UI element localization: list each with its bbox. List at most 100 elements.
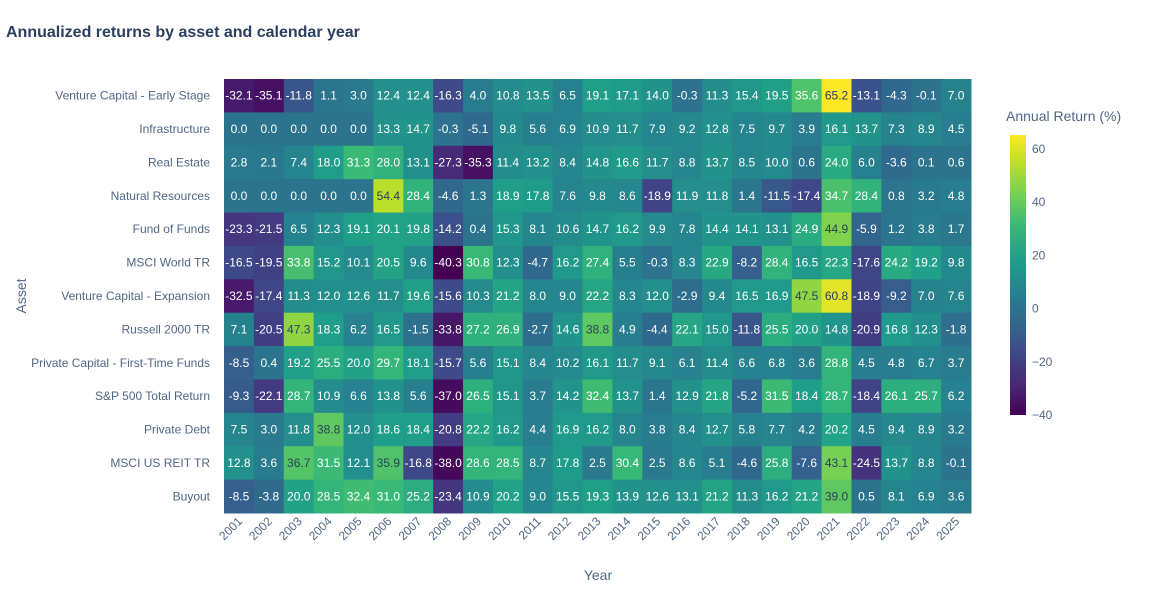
heatmap-cell xyxy=(642,379,673,414)
heatmap-cell xyxy=(731,479,763,514)
heatmap-cell xyxy=(881,245,912,280)
cell-value-label: 15.4 xyxy=(735,89,759,103)
cell-value-label: 8.4 xyxy=(559,155,576,169)
cell-value-label: 16.2 xyxy=(556,256,580,270)
heatmap-cell xyxy=(463,145,494,180)
heatmap-cell xyxy=(403,479,434,514)
heatmap-cell xyxy=(672,279,703,314)
heatmap-cell xyxy=(941,379,972,414)
cell-value-label: -20.9 xyxy=(853,322,881,336)
heatmap-cell xyxy=(492,346,524,380)
cell-value-label: 10.9 xyxy=(466,489,490,503)
cell-value-label: -2.9 xyxy=(677,289,698,303)
cell-value-label: 14.6 xyxy=(556,322,580,336)
heatmap-cell xyxy=(791,112,823,147)
cell-value-label: 15.3 xyxy=(496,222,520,236)
heatmap-cell xyxy=(642,446,673,481)
heatmap-cell xyxy=(224,179,255,214)
x-tick-label: 2014 xyxy=(605,514,634,543)
heatmap-cell xyxy=(253,179,285,214)
cell-value-label: 47.5 xyxy=(795,289,819,303)
heatmap-cell xyxy=(283,312,315,347)
cell-value-label: 0.0 xyxy=(320,189,337,203)
cell-value-label: 16.1 xyxy=(586,356,610,370)
heatmap-cell xyxy=(731,279,763,314)
heatmap-cell xyxy=(821,179,852,214)
heatmap-cell xyxy=(403,346,434,380)
heatmap-cell xyxy=(642,212,673,247)
cell-value-label: 27.4 xyxy=(586,256,610,270)
cell-value-label: 6.9 xyxy=(559,122,576,136)
x-tick-label: 2017 xyxy=(694,514,723,543)
cell-value-label: 14.2 xyxy=(556,389,580,403)
cell-value-label: 1.4 xyxy=(739,189,756,203)
cell-value-label: 13.1 xyxy=(765,222,789,236)
cell-value-label: 31.5 xyxy=(317,456,341,470)
colorbar-ticks: 60 40 20 0 −20 −40 xyxy=(1032,142,1053,422)
cell-value-label: 18.4 xyxy=(795,389,819,403)
heatmap-cell xyxy=(403,279,434,314)
heatmap-cell xyxy=(612,379,643,414)
heatmap-cell xyxy=(761,245,793,280)
heatmap-cell xyxy=(522,446,554,481)
colorbar-tick-label: −20 xyxy=(1032,355,1053,369)
cell-value-label: 12.0 xyxy=(317,289,341,303)
heatmap-cell xyxy=(343,179,374,214)
heatmap-cell xyxy=(702,412,733,447)
heatmap-cell xyxy=(552,479,584,514)
cell-value-label: -17.6 xyxy=(853,256,881,270)
heatmap-cell xyxy=(941,279,972,314)
cell-value-label: 20.1 xyxy=(377,222,401,236)
cell-value-label: -4.7 xyxy=(527,256,548,270)
heatmap-cell xyxy=(373,212,404,247)
x-tick-label: 2016 xyxy=(664,514,693,543)
heatmap-cell xyxy=(224,212,255,247)
cell-value-label: 4.9 xyxy=(619,322,636,336)
heatmap-cell xyxy=(791,179,823,214)
cell-value-label: 22.2 xyxy=(466,423,490,437)
cell-value-label: 13.7 xyxy=(705,155,729,169)
cell-value-label: -16.3 xyxy=(434,89,462,103)
cell-value-label: -27.3 xyxy=(434,155,462,169)
cell-value-label: -0.3 xyxy=(438,122,459,136)
heatmap-cell xyxy=(522,112,554,147)
heatmap-cell xyxy=(403,412,434,447)
cell-value-label: -4.6 xyxy=(737,456,758,470)
cell-value-label: -11.8 xyxy=(285,89,312,103)
cell-value-label: 15.5 xyxy=(556,489,580,503)
cell-value-label: 12.6 xyxy=(646,489,670,503)
cell-value-label: 12.4 xyxy=(377,89,401,103)
heatmap-cell xyxy=(224,479,255,514)
cell-value-label: 22.3 xyxy=(825,256,849,270)
x-tick-label: 2002 xyxy=(246,514,275,543)
cell-value-label: 19.3 xyxy=(586,489,610,503)
cell-value-label: 9.0 xyxy=(559,289,576,303)
y-tick-label: Natural Resources xyxy=(111,189,210,203)
cell-value-label: -5.9 xyxy=(856,222,877,236)
cell-value-label: 0.8 xyxy=(888,189,905,203)
heatmap-cell xyxy=(373,412,404,447)
heatmap-cell xyxy=(851,379,882,414)
heatmap-cell xyxy=(672,112,703,147)
heatmap-cell xyxy=(582,379,613,414)
heatmap-cell xyxy=(313,479,345,514)
x-axis-ticks: 2001 2002 2003 2004 2005 2006 2007 2008 2009 2010… xyxy=(216,514,962,543)
cell-value-label: 5.6 xyxy=(410,389,427,403)
heatmap-cell xyxy=(881,279,912,314)
cell-value-label: 9.8 xyxy=(948,256,965,270)
heatmap-cell xyxy=(522,279,554,314)
heatmap-cell xyxy=(672,446,703,481)
cell-value-label: 10.9 xyxy=(317,389,341,403)
heatmap-cell xyxy=(343,312,374,347)
heatmap-cell xyxy=(403,79,434,113)
cell-value-label: 0.6 xyxy=(948,155,965,169)
cell-value-label: 15.2 xyxy=(317,256,341,270)
cell-value-label: -16.5 xyxy=(225,256,253,270)
heatmap-cell xyxy=(881,145,912,180)
cell-value-label: -5.2 xyxy=(737,389,758,403)
heatmap-cell xyxy=(463,179,494,214)
cell-value-label: 19.6 xyxy=(407,289,431,303)
cell-value-label: 7.5 xyxy=(739,122,756,136)
heatmap-cell-labels: -32.1 -35.1 -11.8 1.1 3.0 12.4 12.4 -16.3 4.0 10.… xyxy=(225,89,966,504)
cell-value-label: 5.6 xyxy=(470,356,487,370)
